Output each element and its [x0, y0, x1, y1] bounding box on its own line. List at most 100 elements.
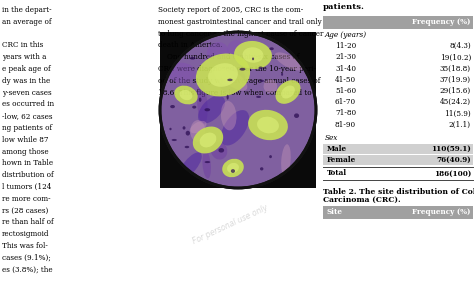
Ellipse shape [221, 101, 237, 130]
Text: re than half of: re than half of [2, 218, 54, 226]
Ellipse shape [192, 106, 196, 109]
Text: Male: Male [327, 145, 347, 153]
Text: Table 2. The site distribution of Colorectal: Table 2. The site distribution of Colore… [323, 188, 474, 196]
Ellipse shape [185, 146, 189, 148]
Ellipse shape [257, 117, 279, 133]
Bar [160, 32, 316, 188]
Text: l tumors (124: l tumors (124 [2, 183, 51, 191]
Ellipse shape [202, 151, 211, 178]
Text: Female: Female [327, 156, 356, 164]
Circle shape [160, 32, 316, 188]
Text: CRC in this: CRC in this [2, 41, 43, 49]
Text: Frequency (%): Frequency (%) [412, 19, 471, 27]
Text: 81-90: 81-90 [335, 120, 356, 129]
Ellipse shape [207, 42, 228, 64]
Bar [323, 206, 473, 219]
Text: Society report of 2005, CRC is the com-: Society report of 2005, CRC is the com- [158, 6, 303, 14]
Ellipse shape [234, 41, 272, 69]
Text: 45(24.2): 45(24.2) [440, 98, 471, 106]
Ellipse shape [220, 69, 247, 91]
Text: cases (9.1%);: cases (9.1%); [2, 254, 51, 262]
Ellipse shape [239, 68, 246, 71]
Ellipse shape [227, 79, 233, 81]
Text: 35(18.8): 35(18.8) [440, 65, 471, 73]
Text: es occurred in: es occurred in [2, 100, 54, 108]
Text: For personal use only: For personal use only [191, 204, 269, 246]
Text: patients.: patients. [323, 3, 365, 11]
Text: Site: Site [327, 208, 343, 216]
Text: among those: among those [2, 148, 49, 156]
Ellipse shape [243, 47, 264, 63]
Ellipse shape [197, 82, 208, 125]
Ellipse shape [219, 148, 224, 152]
Text: e peak age of: e peak age of [2, 65, 51, 73]
Ellipse shape [198, 95, 225, 124]
Ellipse shape [227, 95, 229, 100]
Text: 31-40: 31-40 [335, 65, 356, 73]
Text: Age (years): Age (years) [325, 31, 367, 39]
Text: 61-70: 61-70 [335, 98, 356, 106]
Text: 37(19.9): 37(19.9) [440, 76, 471, 84]
Ellipse shape [258, 66, 263, 69]
Ellipse shape [199, 98, 201, 102]
Text: monest gastrointestinal cancer and trail only: monest gastrointestinal cancer and trail… [158, 18, 322, 26]
Ellipse shape [294, 113, 299, 118]
Text: 8(4.3): 8(4.3) [449, 42, 471, 50]
Text: low while 87: low while 87 [2, 136, 48, 144]
Ellipse shape [270, 119, 287, 132]
Bar [323, 144, 473, 154]
Ellipse shape [214, 67, 231, 85]
Text: to lung cancer as the highest cause of cancer: to lung cancer as the highest cause of c… [158, 30, 323, 38]
Text: 51-60: 51-60 [335, 87, 356, 95]
Text: y-seven cases: y-seven cases [2, 88, 52, 97]
Ellipse shape [182, 126, 185, 130]
Text: 29(15.6): 29(15.6) [440, 87, 471, 95]
Ellipse shape [222, 159, 244, 177]
Ellipse shape [281, 73, 283, 76]
Ellipse shape [186, 131, 190, 135]
Text: Sex: Sex [325, 134, 338, 142]
Ellipse shape [221, 110, 249, 145]
Text: 110(59.1): 110(59.1) [431, 145, 471, 153]
Text: One hundred and eighty-six cases of: One hundred and eighty-six cases of [158, 53, 300, 61]
Ellipse shape [219, 69, 246, 93]
Text: -low, 62 cases: -low, 62 cases [2, 112, 53, 120]
Ellipse shape [275, 80, 301, 104]
Text: 76(40.9): 76(40.9) [436, 156, 471, 164]
Ellipse shape [208, 63, 238, 87]
Ellipse shape [168, 63, 196, 83]
Ellipse shape [281, 85, 295, 99]
Bar [323, 16, 473, 29]
Ellipse shape [211, 142, 228, 160]
Ellipse shape [275, 52, 303, 70]
Ellipse shape [200, 133, 216, 147]
Ellipse shape [205, 161, 210, 163]
Text: distribution of: distribution of [2, 171, 54, 179]
Ellipse shape [174, 86, 198, 104]
Text: years with a: years with a [2, 53, 46, 61]
Ellipse shape [227, 163, 239, 173]
Text: rs (28 cases): rs (28 cases) [2, 206, 48, 215]
Text: 186(100): 186(100) [434, 169, 471, 178]
Text: an average of: an average of [2, 18, 52, 26]
Text: es (3.8%); the: es (3.8%); the [2, 266, 53, 274]
Ellipse shape [190, 121, 207, 133]
Ellipse shape [256, 96, 261, 98]
Text: od of the study with average annual cases of: od of the study with average annual case… [158, 77, 320, 85]
Text: 11(5.9): 11(5.9) [444, 109, 471, 117]
Ellipse shape [169, 128, 172, 130]
Ellipse shape [227, 40, 246, 59]
Text: dy was in the: dy was in the [2, 77, 50, 85]
Text: re more com-: re more com- [2, 195, 51, 203]
Text: CRC were diagnosed over the 10-year peri-: CRC were diagnosed over the 10-year peri… [158, 65, 316, 73]
Ellipse shape [204, 108, 210, 111]
Ellipse shape [231, 169, 235, 173]
Text: Carcinoma (CRC).: Carcinoma (CRC). [323, 196, 401, 204]
Text: This was fol-: This was fol- [2, 242, 48, 250]
Ellipse shape [190, 57, 195, 59]
Text: rectosigmoid: rectosigmoid [2, 230, 49, 238]
Text: 19(10.2): 19(10.2) [439, 53, 471, 61]
Text: 11-20: 11-20 [335, 42, 356, 50]
Ellipse shape [193, 127, 223, 153]
Ellipse shape [190, 120, 205, 142]
